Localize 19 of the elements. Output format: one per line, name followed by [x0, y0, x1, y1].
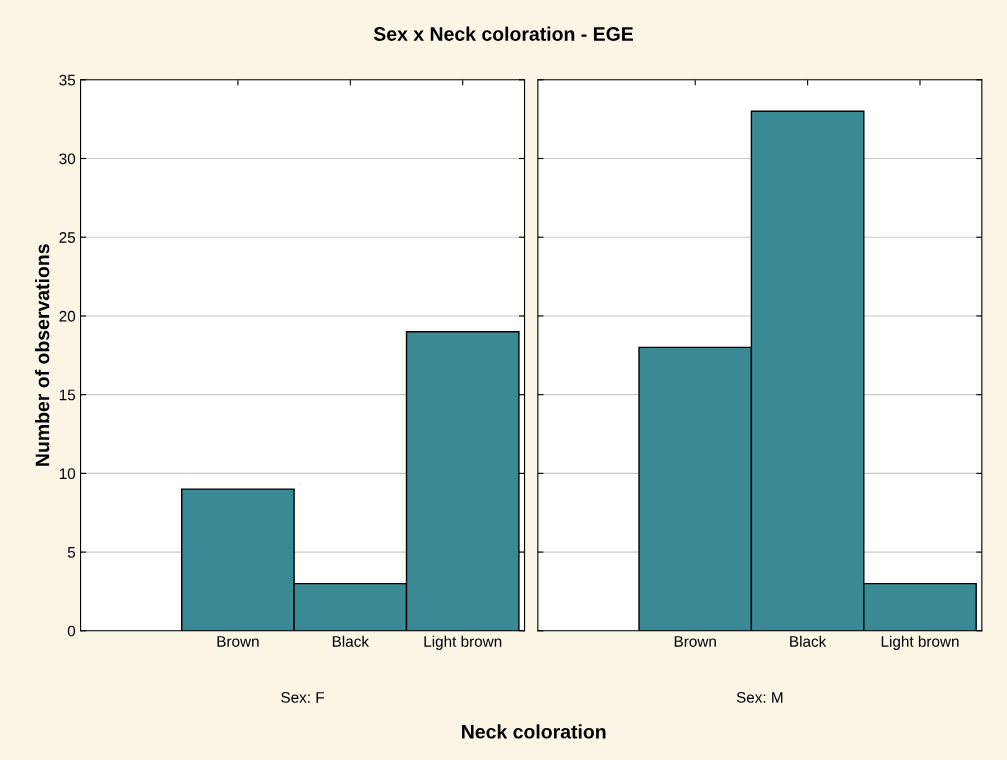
x-axis-title: Sex: F — [281, 691, 325, 703]
y-tick-label: 30 — [59, 153, 76, 165]
y-tick-label: 10 — [59, 468, 76, 480]
text: Neck coloration — [462, 724, 606, 739]
x-tick-label: Black — [332, 635, 370, 647]
x-tick-label: Brown — [674, 636, 716, 647]
y-tick-label: 25 — [59, 232, 76, 243]
x-axis-title: Sex: M — [736, 691, 783, 703]
y-tick-label: 15 — [59, 389, 76, 401]
x-tick-label: Black — [790, 635, 827, 647]
y-tick-label: 0 — [67, 625, 76, 637]
y-tick-label: 5 — [67, 547, 76, 558]
y-tick-label: 20 — [59, 310, 76, 322]
chart-title: Sex x Neck coloration - EGE — [373, 26, 633, 41]
y-tick-label: 35 — [59, 74, 76, 86]
x-tick-label: Light brown — [881, 635, 959, 650]
x-tick-label: Light brown — [424, 635, 502, 650]
y-axis-title: Number of observations — [35, 244, 50, 466]
x-tick-label: Brown — [217, 636, 259, 647]
